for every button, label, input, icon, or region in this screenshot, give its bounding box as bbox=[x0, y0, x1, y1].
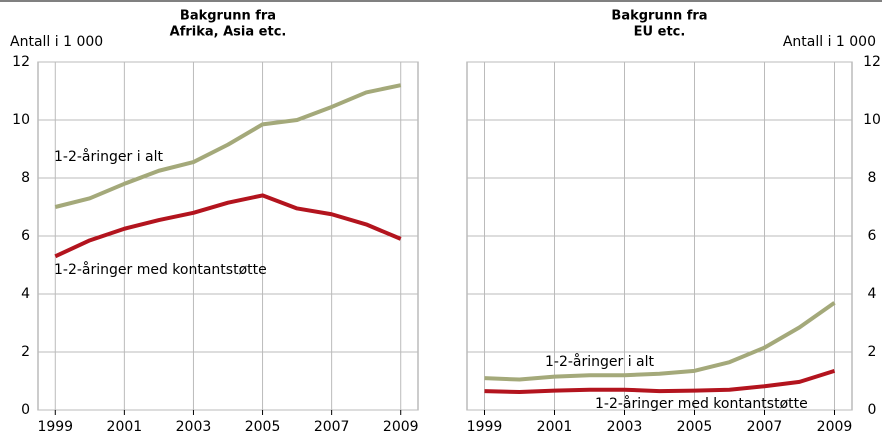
x-tick-label: 2003 bbox=[176, 419, 212, 435]
y-tick-label: 8 bbox=[21, 170, 30, 186]
chart-title: Bakgrunn fra bbox=[611, 9, 707, 24]
y-axis-label: Antall i 1 000 bbox=[10, 34, 103, 50]
series-line bbox=[54, 83, 402, 209]
series-line bbox=[484, 301, 836, 382]
x-tick-label: 2001 bbox=[537, 419, 573, 435]
y-tick-label: 12 bbox=[863, 54, 881, 70]
x-tick-label: 2009 bbox=[383, 419, 419, 435]
x-tick-label: 2009 bbox=[817, 419, 853, 435]
x-tick-label: 2003 bbox=[607, 419, 643, 435]
y-tick-label: 2 bbox=[868, 344, 877, 360]
x-tick-label: 2007 bbox=[747, 419, 783, 435]
y-tick-label: 0 bbox=[21, 402, 30, 418]
x-tick-label: 2001 bbox=[107, 419, 143, 435]
series-label: 1-2-åringer i alt bbox=[545, 353, 655, 370]
y-tick-label: 12 bbox=[12, 54, 30, 70]
y-tick-label: 8 bbox=[868, 170, 877, 186]
x-tick-label: 2005 bbox=[245, 419, 281, 435]
series-label: 1-2-åringer med kontantstøtte bbox=[54, 261, 267, 278]
series-label: 1-2-åringer i alt bbox=[54, 148, 164, 165]
chart-title: Afrika, Asia etc. bbox=[170, 25, 287, 40]
y-tick-label: 10 bbox=[12, 112, 30, 128]
y-tick-label: 4 bbox=[868, 286, 877, 302]
y-axis-label: Antall i 1 000 bbox=[783, 34, 876, 50]
y-tick-label: 6 bbox=[21, 228, 30, 244]
y-tick-label: 0 bbox=[868, 402, 877, 418]
series-label: 1-2-åringer med kontantstøtte bbox=[595, 395, 808, 412]
y-tick-label: 4 bbox=[21, 286, 30, 302]
y-tick-label: 6 bbox=[868, 228, 877, 244]
y-tick-label: 10 bbox=[863, 112, 881, 128]
chart-title: Bakgrunn fra bbox=[180, 9, 276, 24]
chart-title: EU etc. bbox=[634, 25, 686, 40]
series-line bbox=[54, 193, 402, 259]
x-tick-label: 2007 bbox=[314, 419, 350, 435]
series-line bbox=[484, 368, 836, 395]
x-tick-label: 1999 bbox=[37, 419, 73, 435]
y-tick-label: 2 bbox=[21, 344, 30, 360]
x-tick-label: 1999 bbox=[467, 419, 503, 435]
x-tick-label: 2005 bbox=[677, 419, 713, 435]
